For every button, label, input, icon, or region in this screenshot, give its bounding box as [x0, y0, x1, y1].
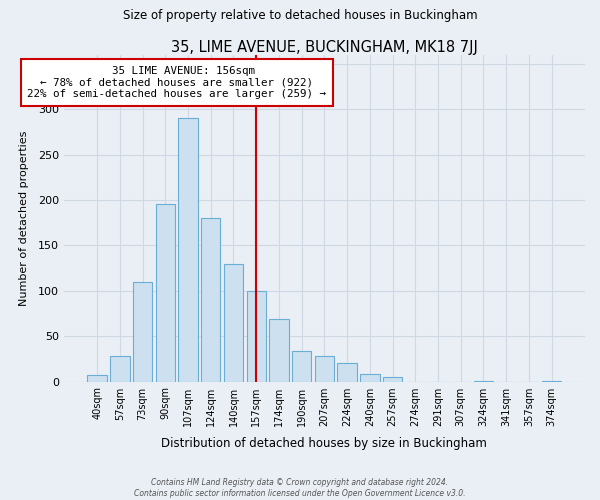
Bar: [292, 350, 311, 382]
Bar: [337, 364, 357, 382]
Y-axis label: Number of detached properties: Number of detached properties: [19, 130, 29, 306]
X-axis label: Distribution of detached houses by size in Buckingham: Distribution of detached houses by size …: [161, 437, 487, 450]
Bar: [110, 356, 130, 382]
Bar: [383, 377, 402, 382]
Text: Size of property relative to detached houses in Buckingham: Size of property relative to detached ho…: [122, 10, 478, 22]
Bar: [542, 380, 562, 382]
Bar: [178, 118, 197, 382]
Bar: [133, 282, 152, 382]
Bar: [155, 204, 175, 382]
Bar: [88, 375, 107, 382]
Title: 35, LIME AVENUE, BUCKINGHAM, MK18 7JJ: 35, LIME AVENUE, BUCKINGHAM, MK18 7JJ: [171, 40, 478, 55]
Bar: [474, 380, 493, 382]
Bar: [247, 291, 266, 382]
Bar: [269, 319, 289, 382]
Bar: [360, 374, 380, 382]
Bar: [315, 356, 334, 382]
Text: 35 LIME AVENUE: 156sqm
← 78% of detached houses are smaller (922)
22% of semi-de: 35 LIME AVENUE: 156sqm ← 78% of detached…: [27, 66, 326, 99]
Text: Contains HM Land Registry data © Crown copyright and database right 2024.
Contai: Contains HM Land Registry data © Crown c…: [134, 478, 466, 498]
Bar: [201, 218, 220, 382]
Bar: [224, 264, 243, 382]
